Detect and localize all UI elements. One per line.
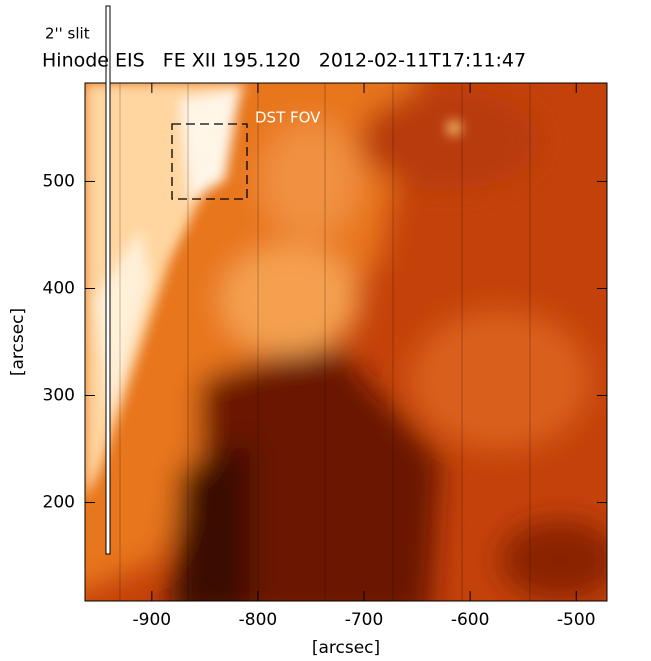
y-tick-label: 400 xyxy=(43,278,75,298)
slit-label: 2'' slit xyxy=(45,25,90,43)
y-tick-label: 500 xyxy=(43,171,75,191)
y-tick-label: 200 xyxy=(43,493,75,513)
plot-frame xyxy=(84,82,608,602)
x-tick-label: -800 xyxy=(239,610,278,630)
y-axis-label: [arcsec] xyxy=(8,308,28,376)
y-tick-label: 300 xyxy=(43,386,75,406)
fov-label: DST FOV xyxy=(255,109,321,127)
x-tick-label: -600 xyxy=(451,610,490,630)
x-tick-label: -500 xyxy=(557,610,596,630)
x-axis-label: [arcsec] xyxy=(312,638,380,658)
slit xyxy=(105,5,111,555)
chart-title: Hinode EIS FE XII 195.120 2012-02-11T17:… xyxy=(42,50,526,72)
dst-fov-box xyxy=(171,123,248,200)
x-tick-label: -700 xyxy=(345,610,384,630)
solar-image xyxy=(85,83,607,601)
x-tick-label: -900 xyxy=(133,610,172,630)
